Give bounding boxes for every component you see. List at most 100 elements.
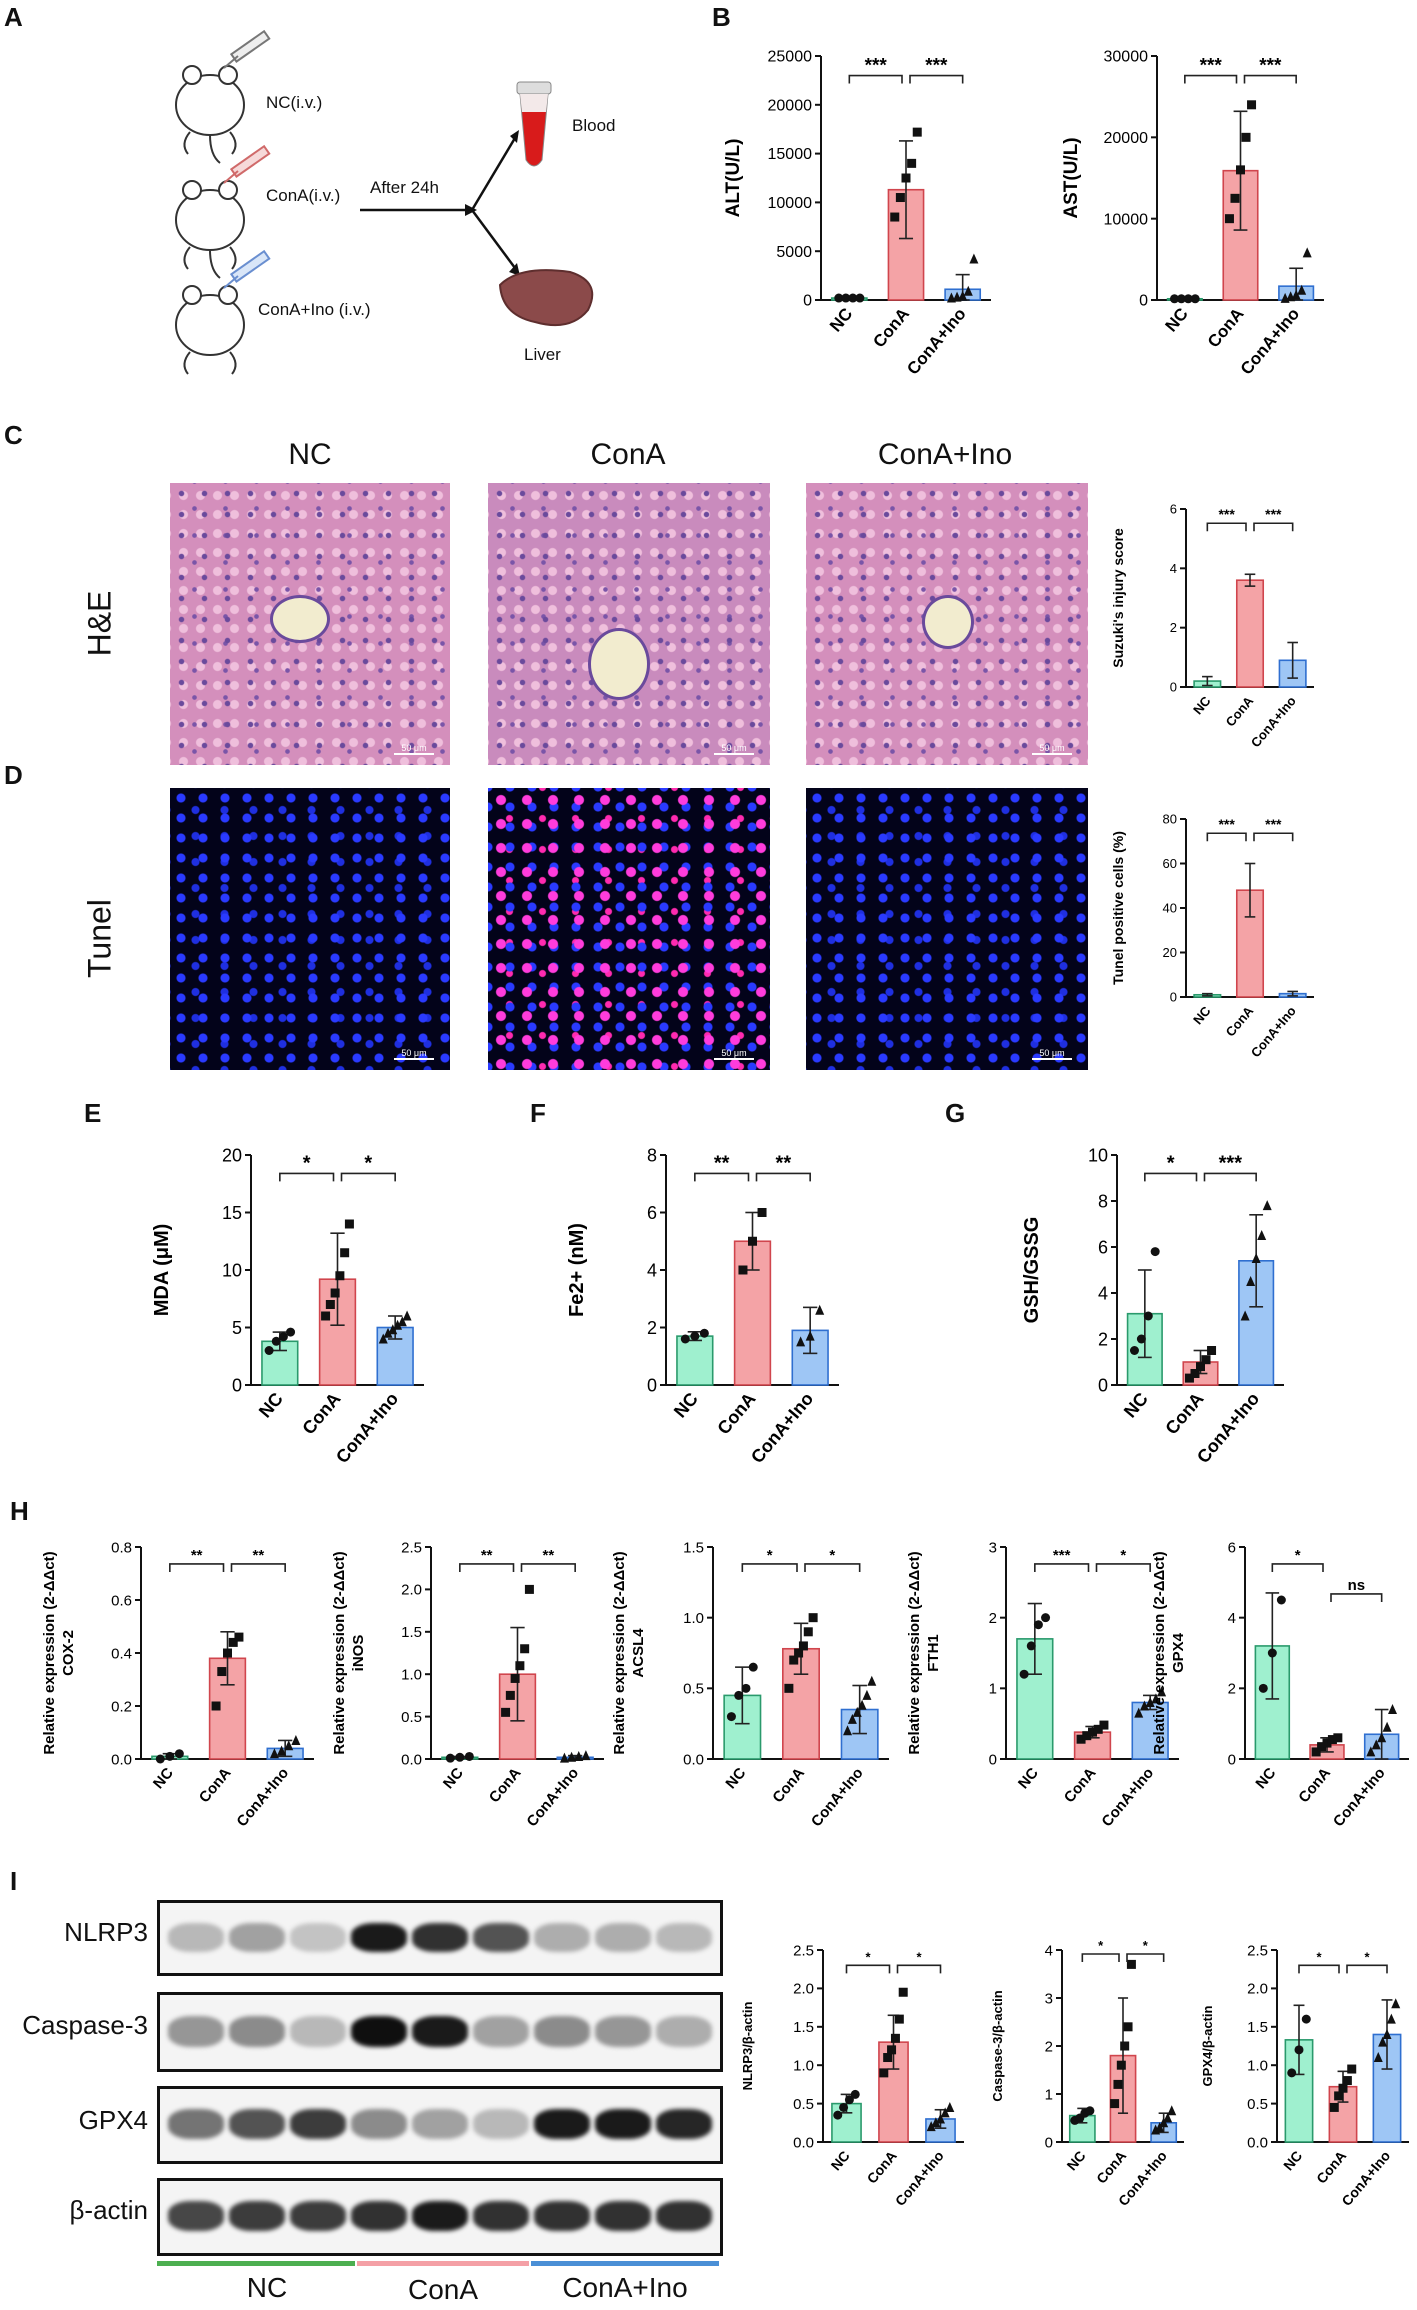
data-point — [803, 1627, 813, 1637]
y-tick-label: 4 — [647, 1260, 657, 1280]
arrow-liver — [470, 209, 517, 269]
data-point — [734, 1690, 744, 1700]
y-tick-label: 40 — [1163, 901, 1177, 916]
data-point — [217, 1667, 227, 1677]
significance-bracket — [896, 1964, 942, 1974]
series-label: GPX4 — [1170, 1632, 1187, 1673]
blot-band — [168, 2201, 224, 2232]
x-tick-label: NC — [440, 1765, 467, 1793]
chart-d: 0 20 40 60 80 Tunel positive cells (%) NC ConAC… — [1110, 812, 1314, 1060]
series-label: FTH1 — [925, 1634, 942, 1672]
data-point — [852, 1706, 862, 1717]
data-point — [524, 1584, 534, 1594]
data-point — [1302, 247, 1312, 258]
y-tick-label: 0.0 — [1247, 2134, 1268, 2151]
significance-label: * — [1316, 1949, 1322, 1964]
significance-label: ns — [1348, 1577, 1366, 1594]
data-point — [969, 253, 979, 264]
y-axis-label: Relative expression (2-ΔΔct) — [331, 1551, 348, 1754]
tunel-image-nc: 50 μm — [170, 788, 450, 1070]
x-tick-label: NC — [1162, 304, 1192, 335]
y-tick-label: 30000 — [1104, 49, 1149, 66]
y-axis-label: GPX4/β-actin — [1200, 2005, 1215, 2086]
data-point — [501, 1707, 511, 1717]
y-tick-label: 1 — [1045, 2086, 1053, 2103]
y-tick-label: 0 — [1098, 1375, 1108, 1395]
x-tick-label: NC — [670, 1389, 702, 1422]
y-tick-label: 1.5 — [1247, 2019, 1268, 2036]
data-point — [155, 1754, 165, 1764]
y-tick-label: 0.6 — [111, 1592, 132, 1609]
data-point — [1176, 294, 1186, 304]
data-point — [1301, 2014, 1311, 2024]
data-point — [1382, 1721, 1392, 1732]
data-point — [1377, 1732, 1387, 1743]
y-tick-label: 4 — [1098, 1283, 1108, 1303]
significance-label: ** — [776, 1152, 792, 1174]
y-tick-label: 0 — [1228, 1751, 1236, 1768]
data-point — [726, 1712, 736, 1722]
x-tick-label: ConA+Ino — [523, 1765, 582, 1831]
data-point — [1126, 1959, 1136, 1969]
y-tick-label: 0 — [1045, 2134, 1053, 2151]
y-tick-label: 2 — [989, 1610, 997, 1627]
data-point — [1169, 294, 1179, 304]
data-point — [748, 1662, 758, 1672]
significance-label: * — [364, 1152, 372, 1174]
significance-label: ** — [714, 1152, 730, 1174]
group-label-cona-ino: ConA+Ino (i.v.) — [258, 300, 371, 319]
data-point — [963, 285, 973, 296]
blot-label-actin: β-actin — [69, 2195, 148, 2225]
y-axis-label: NLRP3/β-actin — [740, 2002, 755, 2091]
significance-label: * — [1143, 1938, 1149, 1953]
x-tick-label: NC — [150, 1765, 177, 1793]
data-point — [1258, 1683, 1268, 1693]
data-point — [690, 1331, 700, 1341]
x-tick-label: ConA — [486, 1765, 525, 1807]
panel-label-e: E — [84, 1098, 102, 1128]
blot-group-cona: ConA — [407, 2274, 479, 2305]
significance-bracket — [1206, 522, 1247, 532]
column-header-cona: ConA — [590, 438, 666, 471]
y-tick-label: 0 — [989, 1751, 997, 1768]
data-point — [464, 1751, 474, 1761]
x-tick-label: ConA — [196, 1765, 235, 1807]
data-point — [1230, 193, 1240, 203]
data-point — [1338, 2083, 1348, 2093]
significance-bracket — [755, 1172, 811, 1182]
y-tick-label: 1.5 — [793, 2019, 814, 2036]
significance-label: *** — [865, 56, 888, 77]
data-point — [847, 1713, 857, 1724]
data-point — [234, 1632, 244, 1642]
significance-bracket — [1298, 1964, 1340, 1974]
significance-label: * — [1120, 1547, 1126, 1564]
significance-label: * — [1098, 1938, 1104, 1953]
data-point — [855, 293, 865, 303]
y-tick-label: 0.2 — [111, 1698, 132, 1715]
blot-band — [412, 2109, 468, 2140]
data-point — [748, 1236, 757, 1246]
blot-band — [656, 2201, 712, 2232]
y-axis-label: Relative expression (2-ΔΔct) — [611, 1551, 628, 1754]
tunel-image-cona-ino: 50 μm — [806, 788, 1088, 1070]
data-point — [741, 1683, 751, 1693]
blot-band — [290, 2015, 346, 2047]
x-tick-label: ConA — [713, 1389, 759, 1439]
data-point — [1190, 1369, 1200, 1378]
data-point — [945, 2101, 955, 2112]
data-point — [850, 2089, 860, 2099]
group-bar-nc — [157, 2261, 355, 2266]
data-point — [862, 1689, 872, 1700]
series-label: COX-2 — [60, 1630, 77, 1676]
data-point — [895, 193, 905, 203]
data-point — [291, 1734, 301, 1745]
panel-label-b: B — [712, 2, 731, 32]
data-point — [1116, 2060, 1126, 2070]
y-axis-label: MDA (μM) — [151, 1224, 173, 1317]
blot-band — [595, 1922, 651, 1952]
data-point — [1019, 1669, 1029, 1679]
data-point — [1157, 1686, 1167, 1697]
y-axis-label: ALT(U/L) — [723, 139, 744, 218]
data-point — [1143, 1311, 1153, 1321]
